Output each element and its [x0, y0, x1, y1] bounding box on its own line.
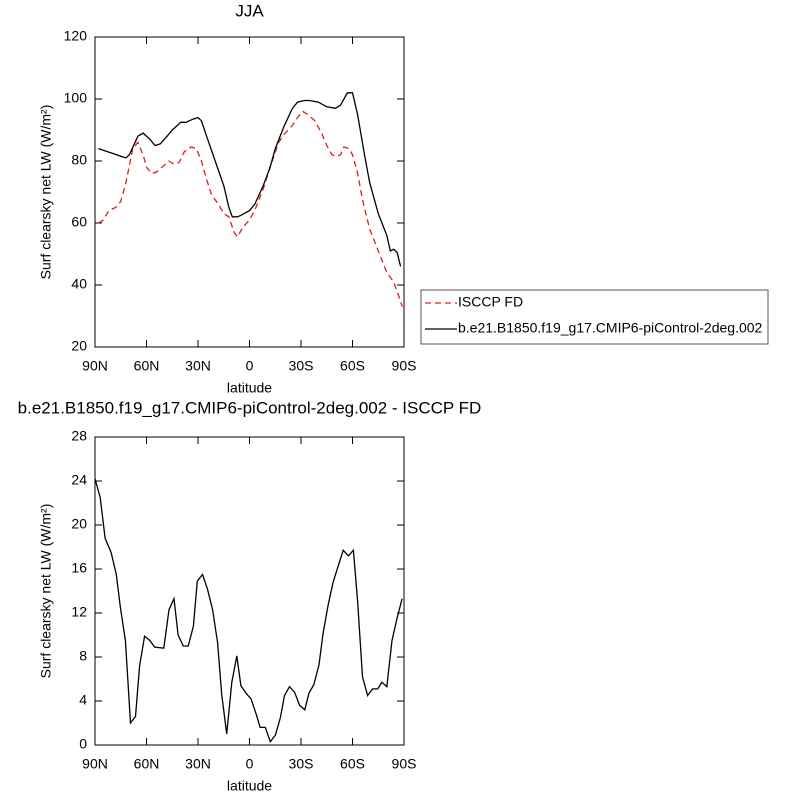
y-tick-label: 20: [71, 516, 87, 532]
y-tick-label: 20: [71, 338, 87, 354]
y-tick-label: 80: [71, 152, 87, 168]
x-tick-label: 0: [246, 756, 254, 772]
x-tick-label: 30S: [289, 756, 314, 772]
chart-title: b.e21.B1850.f19_g17.CMIP6-piControl-2deg…: [18, 398, 482, 417]
series-line: [98, 92, 402, 267]
x-tick-label: 60S: [340, 756, 365, 772]
x-tick-label: 90S: [392, 756, 417, 772]
x-tick-label: 30N: [185, 358, 211, 374]
series-line: [94, 478, 403, 744]
series-line: [98, 110, 403, 307]
chart-title: JJA: [235, 1, 264, 20]
plot-frame: [94, 36, 405, 348]
x-axis-label: latitude: [227, 380, 272, 396]
y-tick-label: 120: [64, 28, 88, 44]
y-axis-label: Surf clearsky net LW (W/m²): [38, 105, 54, 280]
x-tick-label: 90N: [82, 756, 108, 772]
legend-box: [420, 289, 769, 345]
y-tick-label: 0: [79, 736, 87, 752]
x-tick-label: 60S: [340, 358, 365, 374]
y-tick-label: 12: [71, 604, 87, 620]
y-tick-label: 40: [71, 276, 87, 292]
y-tick-label: 28: [71, 428, 87, 444]
y-axis-label: Surf clearsky net LW (W/m²): [38, 504, 54, 679]
y-tick-label: 100: [64, 90, 88, 106]
legend-label: ISCCP FD: [458, 294, 523, 310]
x-axis-label: latitude: [227, 778, 272, 794]
y-tick-label: 4: [79, 692, 87, 708]
x-tick-label: 30N: [185, 756, 211, 772]
x-tick-label: 30S: [289, 358, 314, 374]
y-tick-label: 60: [71, 214, 87, 230]
legend-label: b.e21.B1850.f19_g17.CMIP6-piControl-2deg…: [458, 320, 763, 336]
y-tick-label: 8: [79, 648, 87, 664]
y-tick-label: 24: [71, 472, 87, 488]
y-tick-label: 16: [71, 560, 87, 576]
x-tick-label: 90N: [82, 358, 108, 374]
x-tick-label: 90S: [392, 358, 417, 374]
x-tick-label: 60N: [134, 756, 160, 772]
x-tick-label: 60N: [134, 358, 160, 374]
plot-frame: [94, 436, 405, 746]
x-tick-label: 0: [246, 358, 254, 374]
